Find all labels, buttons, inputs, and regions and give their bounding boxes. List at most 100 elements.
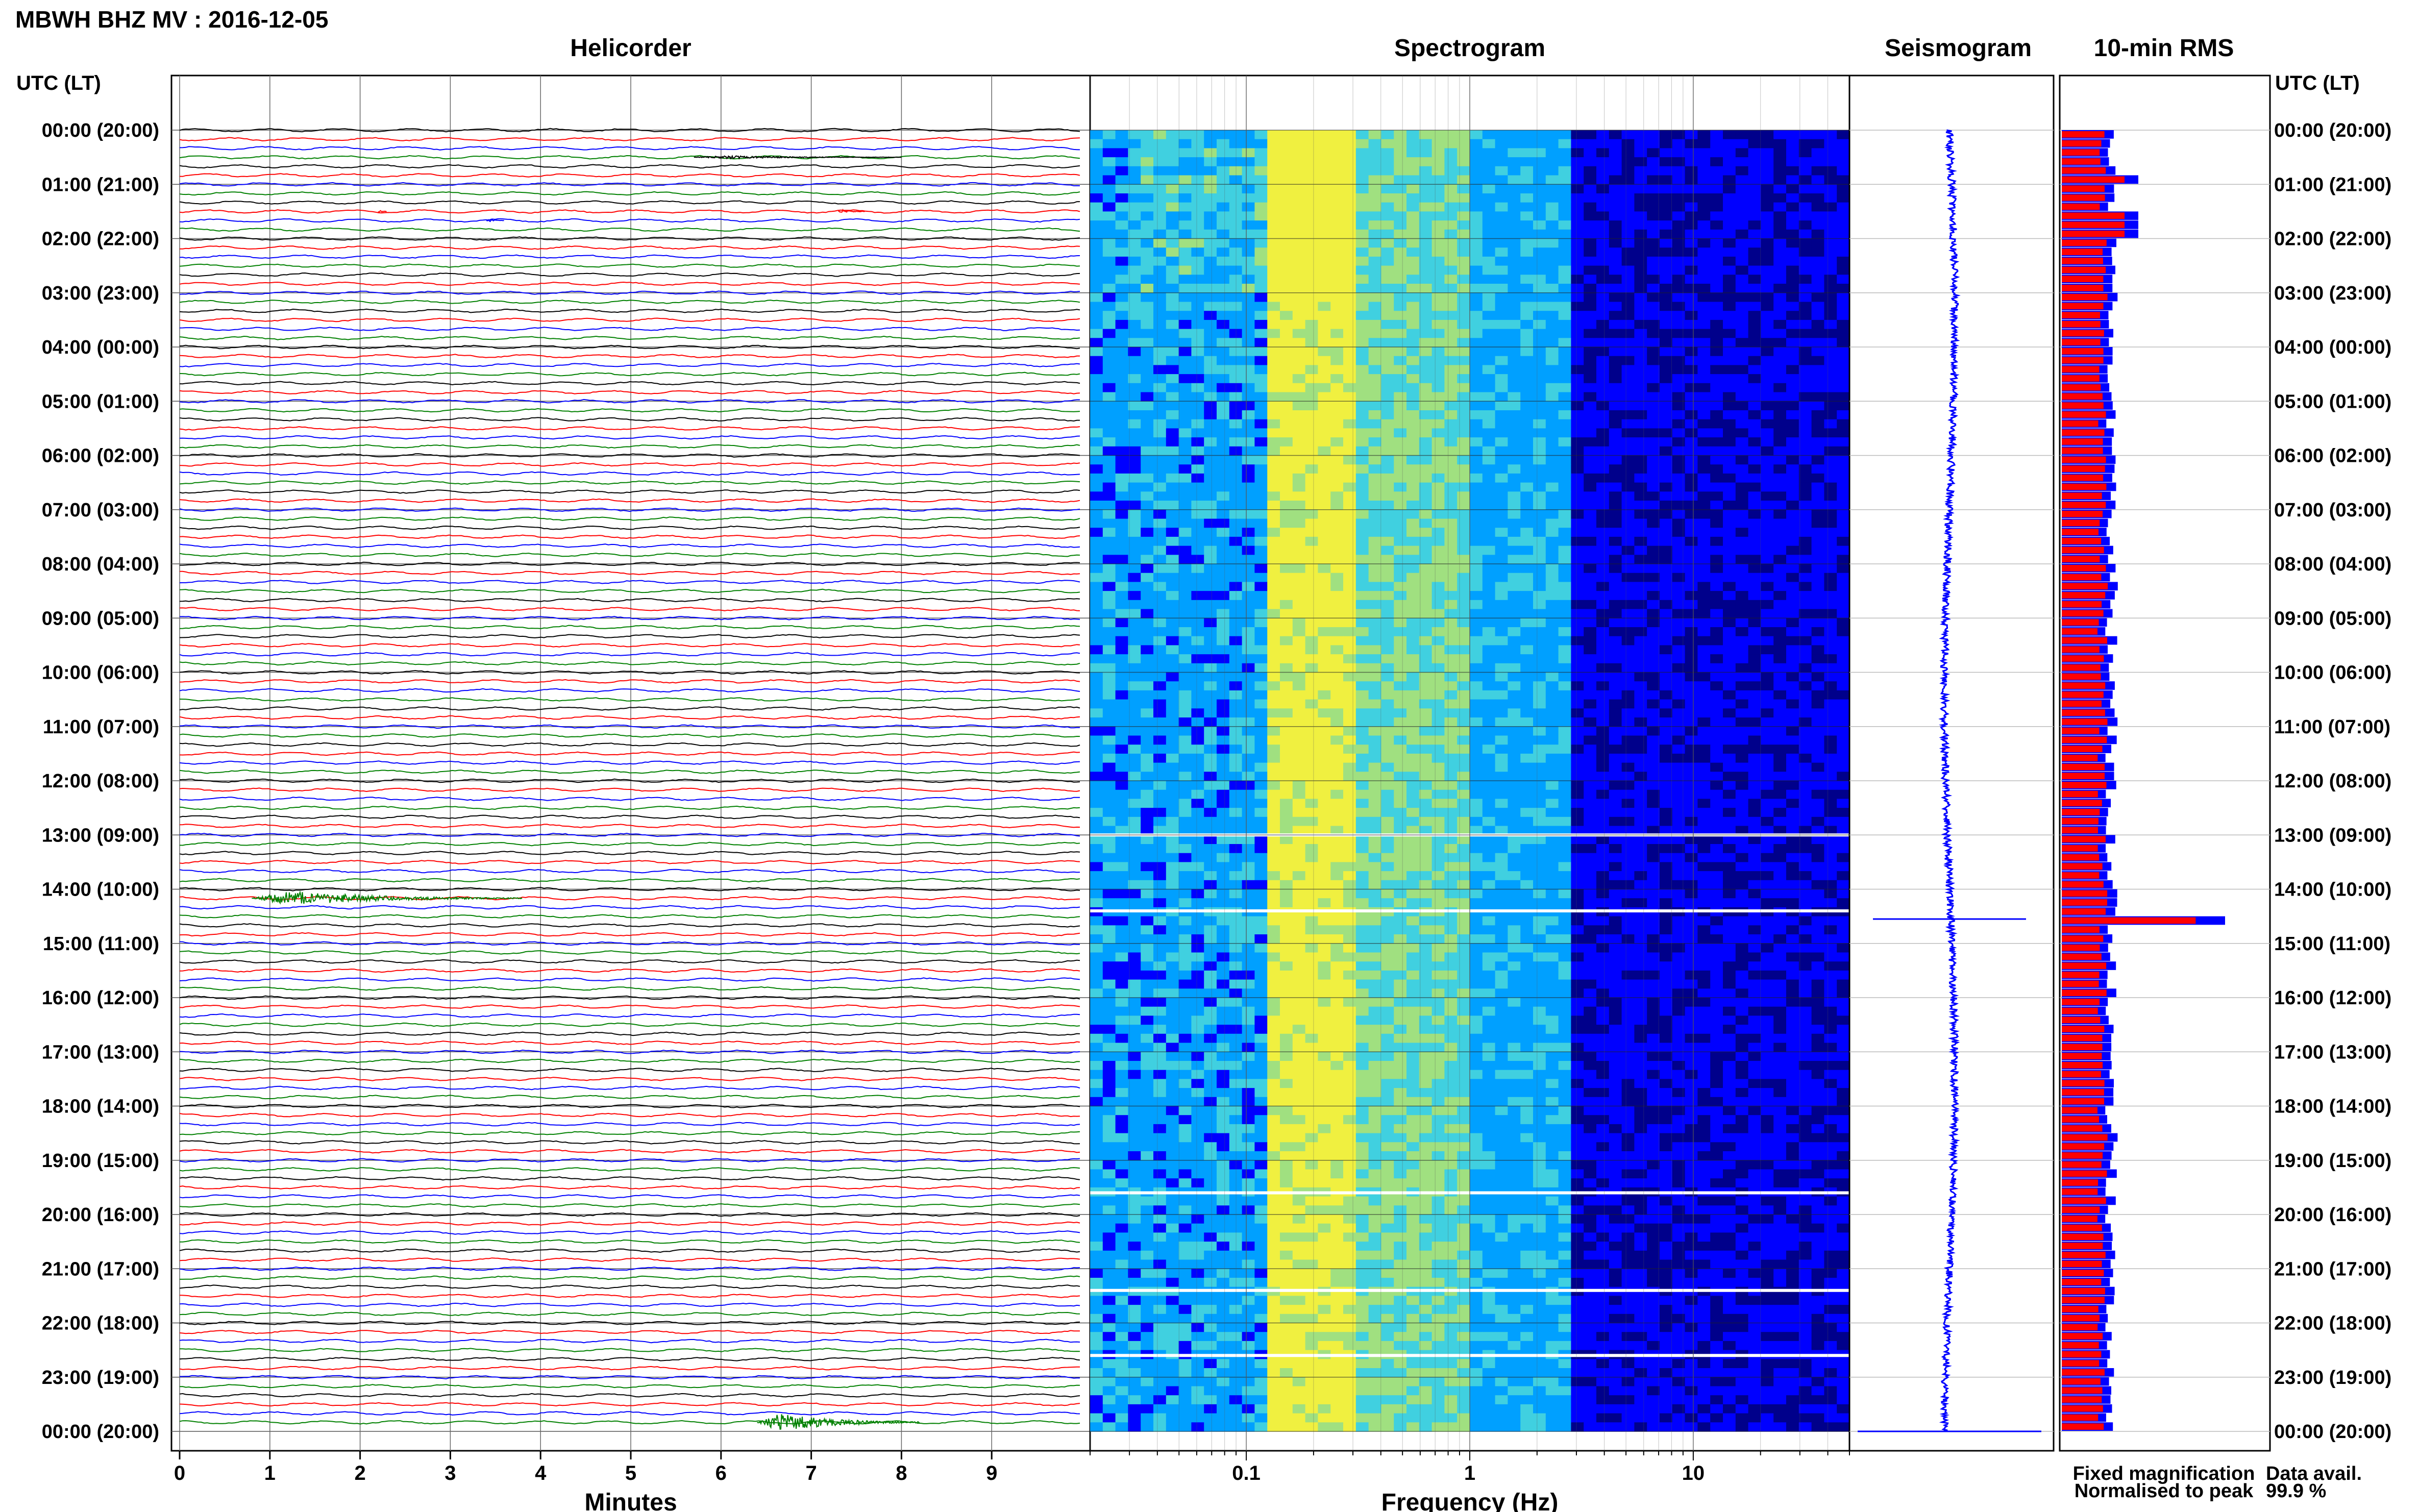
spectrogram-cell	[1596, 690, 1610, 700]
spectrogram-cell	[1685, 202, 1698, 212]
spectrogram-cell	[1672, 609, 1686, 618]
spectrogram-cell	[1204, 175, 1217, 185]
spectrogram-cell	[1482, 509, 1496, 519]
spectrogram-cell	[1102, 392, 1116, 402]
spectrogram-cell	[1090, 220, 1103, 230]
spectrogram-cell	[1267, 699, 1280, 709]
spectrogram-cell	[1545, 473, 1559, 483]
spectrogram-cell	[1837, 491, 1850, 501]
spectrogram-cell	[1748, 338, 1761, 348]
helicorder-trace-row	[179, 1248, 1080, 1253]
spectrogram-cell	[1457, 518, 1470, 528]
spectrogram-cell	[1102, 455, 1116, 465]
spectrogram-cell	[1191, 753, 1204, 763]
spectrogram-cell	[1242, 419, 1255, 429]
spectrogram-cell	[1660, 193, 1673, 203]
spectrogram-cell	[1128, 220, 1141, 230]
spectrogram-cell	[1292, 573, 1306, 582]
helicorder-trace-row	[179, 580, 1080, 584]
spectrogram-cell	[1672, 193, 1686, 203]
spectrogram-cell	[1837, 419, 1850, 429]
spectrogram-cell	[1217, 193, 1230, 203]
spectrogram-cell	[1660, 645, 1673, 655]
spectrogram-cell	[1204, 383, 1217, 393]
spectrogram-cell	[1102, 636, 1116, 646]
spectrogram-cell	[1229, 473, 1243, 483]
spectrogram-cell	[1520, 455, 1534, 465]
spectrogram-cell	[1773, 591, 1787, 601]
spectrogram-cell	[1141, 528, 1154, 537]
spectrogram-cell	[1394, 627, 1407, 637]
spectrogram-cell	[1634, 455, 1647, 465]
spectrogram-cell	[1242, 175, 1255, 185]
spectrogram-cell	[1394, 528, 1407, 537]
spectrogram-cell	[1318, 229, 1331, 239]
spectrogram-cell	[1217, 428, 1230, 438]
spectrogram-cell	[1178, 816, 1192, 827]
spectrogram-cell	[1217, 374, 1230, 384]
spectrogram-cell	[1735, 672, 1749, 682]
spectrogram-cell	[1672, 428, 1686, 438]
spectrogram-cell	[1280, 130, 1293, 140]
spectrogram-cell	[1773, 247, 1787, 257]
spectrogram-cell	[1470, 582, 1483, 591]
spectrogram-cell	[1368, 428, 1381, 438]
spectrogram-cell	[1837, 148, 1850, 158]
spectrogram-cell	[1508, 238, 1521, 248]
spectrogram-cell	[1558, 518, 1571, 528]
spectrogram-cell	[1482, 546, 1496, 555]
spectrogram-cell	[1596, 473, 1610, 483]
spectrogram-cell	[1178, 401, 1192, 411]
spectrogram-cell	[1609, 374, 1622, 384]
spectrogram-cell	[1431, 564, 1445, 574]
spectrogram-cell	[1280, 419, 1293, 429]
spectrogram-cell	[1495, 238, 1508, 248]
spectrogram-cell	[1178, 247, 1192, 257]
spectrogram-cell	[1710, 627, 1723, 637]
spectrogram-cell	[1254, 157, 1268, 167]
spectrogram-cell	[1141, 627, 1154, 637]
spectrogram-cell	[1280, 618, 1293, 628]
spectrogram-cell	[1305, 184, 1318, 194]
spectrogram-cell	[1584, 455, 1597, 465]
spectrogram-cell	[1141, 799, 1154, 808]
spectrogram-cell	[1634, 482, 1647, 492]
spectrogram-cell	[1394, 672, 1407, 682]
spectrogram-cell	[1115, 275, 1128, 284]
spectrogram-cell	[1672, 781, 1686, 790]
spectrogram-cell	[1647, 148, 1660, 158]
spectrogram-cell	[1621, 256, 1635, 266]
spectrogram-cell	[1343, 609, 1356, 618]
spectrogram-cell	[1735, 247, 1749, 257]
spectrogram-cell	[1773, 365, 1787, 375]
helicorder-trace-row	[179, 335, 1080, 340]
spectrogram-cell	[1128, 564, 1141, 574]
spectrogram-cell	[1217, 735, 1230, 745]
spectrogram-cell	[1647, 582, 1660, 591]
spectrogram-cell	[1723, 401, 1736, 411]
spectrogram-cell	[1292, 745, 1306, 754]
spectrogram-cell	[1318, 401, 1331, 411]
spectrogram-cell	[1533, 166, 1546, 176]
spectrogram-cell	[1798, 392, 1812, 402]
spectrogram-cell	[1710, 726, 1723, 736]
spectrogram-cell	[1191, 265, 1204, 275]
spectrogram-cell	[1254, 401, 1268, 411]
spectrogram-cell	[1533, 509, 1546, 519]
spectrogram-cell	[1204, 835, 1217, 845]
spectrogram-cell	[1609, 654, 1622, 664]
spectrogram-cell	[1141, 292, 1154, 303]
spectrogram-cell	[1634, 789, 1647, 799]
spectrogram-cell	[1102, 555, 1116, 564]
spectrogram-cell	[1773, 789, 1787, 799]
spectrogram-cell	[1533, 356, 1546, 365]
spectrogram-cell	[1115, 157, 1128, 167]
spectrogram-cell	[1305, 609, 1318, 618]
spectrogram-cell	[1672, 726, 1686, 736]
spectrogram-cell	[1178, 365, 1192, 375]
spectrogram-cell	[1141, 573, 1154, 582]
spectrogram-cell	[1558, 311, 1571, 320]
spectrogram-cell	[1406, 347, 1420, 357]
spectrogram-cell	[1153, 247, 1167, 257]
spectrogram-cell	[1571, 762, 1584, 772]
